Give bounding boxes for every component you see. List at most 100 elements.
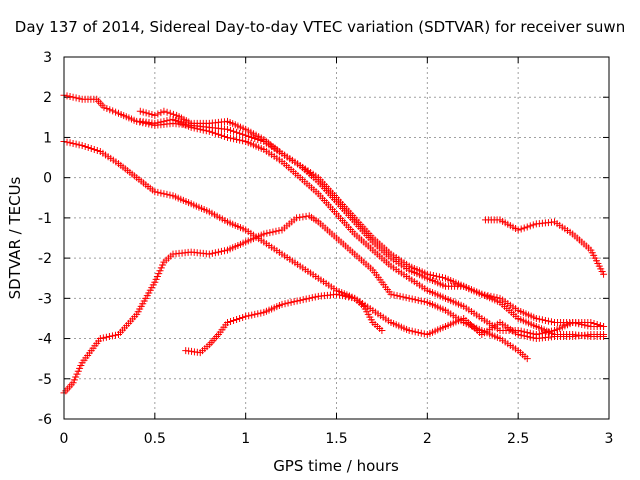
- data-point: [75, 141, 83, 149]
- x-tick-label: 1.5: [325, 431, 347, 447]
- data-point: [77, 362, 85, 370]
- data-point: [157, 109, 165, 117]
- data-point: [105, 333, 113, 341]
- data-point: [69, 379, 77, 387]
- data-point: [66, 139, 74, 147]
- y-tick-label: -5: [38, 372, 52, 388]
- data-point: [69, 93, 77, 101]
- y-tick-label: -2: [38, 251, 52, 267]
- data-point: [299, 213, 307, 221]
- x-tick-label: 2.5: [507, 431, 529, 447]
- data-point: [532, 314, 540, 322]
- data-point: [311, 293, 319, 301]
- data-point: [236, 136, 244, 144]
- data-point: [523, 333, 531, 341]
- data-point: [154, 119, 162, 127]
- data-point: [230, 127, 238, 135]
- data-point: [263, 229, 271, 237]
- data-point: [396, 292, 404, 300]
- data-point: [63, 138, 71, 146]
- data-point: [239, 313, 247, 321]
- data-point: [160, 107, 168, 115]
- data-point: [269, 228, 277, 236]
- data-point: [432, 272, 440, 280]
- chart-title: Day 137 of 2014, Sidereal Day-to-day VTE…: [15, 18, 625, 36]
- data-point: [193, 125, 201, 133]
- data-point: [569, 318, 577, 326]
- data-point: [572, 319, 580, 327]
- data-point: [293, 297, 301, 305]
- data-point: [156, 267, 164, 275]
- data-point: [160, 117, 168, 125]
- data-point: [417, 329, 425, 337]
- data-point: [538, 316, 546, 324]
- data-point: [517, 331, 525, 339]
- data-point: [600, 331, 608, 339]
- data-point: [239, 137, 247, 145]
- data-point: [239, 130, 247, 138]
- data-point: [535, 315, 543, 323]
- data-point: [152, 275, 160, 283]
- data-point: [275, 227, 283, 235]
- data-point: [72, 140, 80, 148]
- data-point: [139, 108, 147, 116]
- data-point: [284, 299, 292, 307]
- data-point: [66, 93, 74, 101]
- data-point: [251, 310, 259, 318]
- data-point: [290, 298, 298, 306]
- data-point: [402, 294, 410, 302]
- y-tick-label: -4: [38, 332, 52, 348]
- data-point: [73, 370, 81, 378]
- data-point: [214, 248, 222, 256]
- data-point: [145, 110, 153, 118]
- x-tick-label: 0: [60, 431, 69, 447]
- data-point: [112, 108, 120, 116]
- data-point: [251, 134, 259, 142]
- data-point: [202, 127, 210, 135]
- axis-ticks: 0 0.5 1 1.5 2 2.5 3 -6 -5 -4 -3 -2 -1 0 1 2 3: [38, 50, 613, 447]
- data-point: [208, 249, 216, 257]
- data-point: [190, 124, 198, 132]
- plot-frame: [63, 56, 610, 420]
- data-point: [109, 107, 117, 115]
- data-point: [160, 190, 168, 198]
- x-tick-label: 0.5: [144, 431, 166, 447]
- data-point: [514, 226, 522, 234]
- data-point: [157, 264, 165, 272]
- data-point: [211, 129, 219, 137]
- data-point: [390, 291, 398, 299]
- data-point: [72, 94, 80, 102]
- y-tick-label: 2: [43, 90, 52, 106]
- data-point: [211, 249, 219, 257]
- data-point: [103, 104, 111, 112]
- data-point: [438, 274, 446, 282]
- data-point: [408, 327, 416, 335]
- series-track-5: [60, 212, 531, 397]
- y-tick-label: -6: [38, 412, 52, 428]
- data-point: [78, 141, 86, 149]
- data-point: [166, 191, 174, 199]
- data-point: [526, 333, 534, 341]
- data-point: [487, 292, 495, 300]
- data-point: [224, 318, 231, 326]
- data-point: [76, 364, 84, 372]
- series-track-7: [481, 216, 608, 278]
- data-point: [378, 327, 386, 335]
- data-point: [336, 291, 344, 299]
- data-point: [339, 292, 347, 300]
- y-tick-label: 3: [43, 50, 52, 66]
- data-point: [414, 296, 422, 304]
- data-point: [514, 331, 522, 339]
- data-point: [233, 135, 241, 143]
- data-point: [584, 322, 592, 330]
- data-point: [575, 320, 583, 328]
- data-point: [405, 294, 413, 302]
- data-point: [429, 272, 437, 280]
- data-point: [63, 92, 71, 100]
- data-point: [517, 225, 525, 233]
- data-point: [93, 147, 101, 155]
- data-point: [136, 107, 144, 115]
- data-point: [151, 111, 159, 119]
- data-point: [242, 131, 250, 139]
- data-point: [159, 261, 167, 269]
